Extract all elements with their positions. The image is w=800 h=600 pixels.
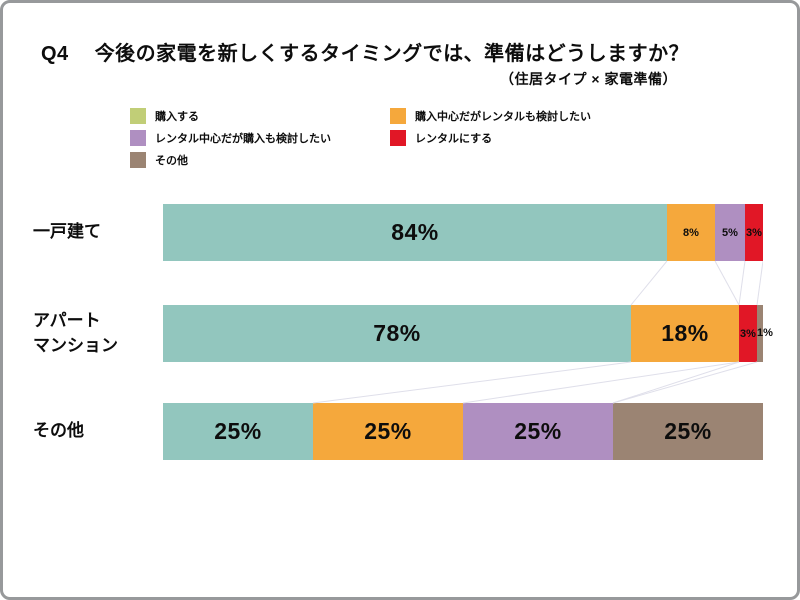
bar-segment: 78%	[163, 305, 631, 362]
stacked-bar-chart: 一戸建て 84% 8% 5% 3% アパート マンション 78% 18% 3% 1% その他 25% 2…	[3, 3, 797, 597]
value-label: 8%	[683, 226, 699, 239]
value-label: 3%	[746, 226, 762, 239]
chart-legend-right-column: 購入中心だがレンタルも検討したい レンタルにする	[390, 105, 591, 149]
value-label: 25%	[514, 418, 562, 444]
bar-segment: 3%	[745, 204, 763, 261]
bar-segment: 25%	[463, 403, 613, 460]
bar-segment: 25%	[163, 403, 313, 460]
legend-item: レンタルにする	[390, 127, 591, 149]
category-label: その他	[33, 421, 84, 441]
legend-item: 購入中心だがレンタルも検討したい	[390, 105, 591, 127]
legend-label: レンタル中心だが購入も検討したい	[155, 133, 331, 145]
legend-label: 購入する	[155, 111, 199, 123]
value-label: 25%	[664, 418, 712, 444]
value-label: 18%	[661, 320, 709, 346]
page-subtitle: （住居タイプ × 家電準備）	[500, 71, 677, 87]
bar-segment: 5%	[715, 204, 745, 261]
bar-segment: 84%	[163, 204, 667, 261]
bar-segment: 1%	[757, 305, 773, 362]
legend-swatch	[130, 130, 146, 146]
bar-segment: 25%	[613, 403, 763, 460]
bar-segment: 3%	[739, 305, 757, 362]
legend-item: レンタル中心だが購入も検討したい	[130, 127, 331, 149]
bar-segment: 18%	[631, 305, 739, 362]
value-label: 84%	[391, 219, 439, 245]
value-label: 25%	[364, 418, 412, 444]
legend-label: その他	[155, 155, 188, 167]
category-label: アパート マンション	[33, 310, 118, 355]
bar-segment: 25%	[313, 403, 463, 460]
legend-swatch	[390, 130, 406, 146]
category-label: 一戸建て	[33, 222, 101, 242]
legend-item: その他	[130, 149, 331, 171]
bar-row: 84% 8% 5% 3%	[163, 204, 763, 261]
legend-swatch	[390, 108, 406, 124]
legend-swatch	[130, 152, 146, 168]
legend-swatch	[130, 108, 146, 124]
chart-legend-left-column: 購入するレンタル中心だが購入も検討したい その他	[130, 105, 331, 171]
page-title: 今後の家電を新しくするタイミングでは、準備はどうしますか？	[94, 43, 690, 65]
bar-row: 78% 18% 3% 1%	[163, 305, 773, 362]
bar-segment: 8%	[667, 204, 715, 261]
question-number: Q4	[41, 43, 69, 65]
value-label: 1%	[757, 326, 773, 339]
header: Q4 今後の家電を新しくするタイミングでは、準備はどうしますか？	[41, 37, 689, 66]
legend-label: 購入中心だがレンタルも検討したい	[415, 111, 591, 123]
value-label: 25%	[214, 418, 262, 444]
bar-row: 25% 25% 25% 25%	[163, 403, 763, 460]
legend-item: 購入する	[130, 105, 331, 127]
value-label: 78%	[373, 320, 421, 346]
value-label: 5%	[722, 226, 738, 239]
value-label: 3%	[740, 327, 756, 340]
legend-label: レンタルにする	[415, 133, 493, 145]
